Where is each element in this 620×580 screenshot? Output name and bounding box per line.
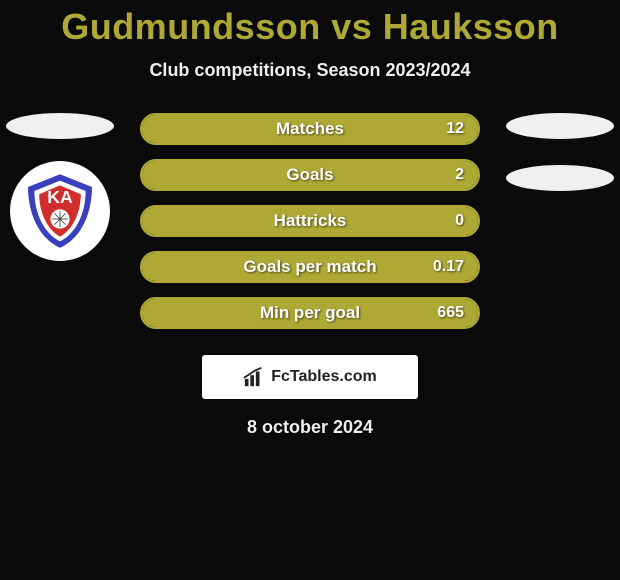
stat-bar-label: Goals	[142, 165, 478, 185]
stat-bars: Matches 12 Goals 2 Hattricks 0 Goals per…	[140, 113, 480, 329]
player-left-name-ellipse	[6, 113, 114, 139]
brand-box: FcTables.com	[202, 355, 418, 399]
comparison-panel: KA Matches 12 Goals 2	[0, 113, 620, 329]
stat-bar-value: 2	[455, 166, 464, 184]
subtitle: Club competitions, Season 2023/2024	[0, 60, 620, 81]
stat-bar-value: 665	[437, 304, 464, 322]
crest-icon: KA	[20, 171, 100, 251]
stat-bar-value: 0.17	[433, 258, 464, 276]
stat-bar-label: Hattricks	[142, 211, 478, 231]
stat-bar-value: 0	[455, 212, 464, 230]
stat-bar: Goals 2	[140, 159, 480, 191]
stat-bar-label: Matches	[142, 119, 478, 139]
page-title: Gudmundsson vs Hauksson	[0, 0, 620, 48]
date-text: 8 october 2024	[0, 417, 620, 438]
brand-text: FcTables.com	[271, 368, 377, 386]
player-left-column: KA	[0, 113, 120, 261]
crest-letters: KA	[47, 187, 73, 207]
bar-chart-icon	[243, 366, 265, 388]
stat-bar: Hattricks 0	[140, 205, 480, 237]
stat-bar-label: Goals per match	[142, 257, 478, 277]
stat-bar: Goals per match 0.17	[140, 251, 480, 283]
stat-bar: Matches 12	[140, 113, 480, 145]
player-right-crest-ellipse	[506, 165, 614, 191]
player-left-crest: KA	[10, 161, 110, 261]
stat-bar-label: Min per goal	[142, 303, 478, 323]
player-right-name-ellipse	[506, 113, 614, 139]
stat-bar-value: 12	[446, 120, 464, 138]
stat-bar: Min per goal 665	[140, 297, 480, 329]
player-right-column	[500, 113, 620, 191]
